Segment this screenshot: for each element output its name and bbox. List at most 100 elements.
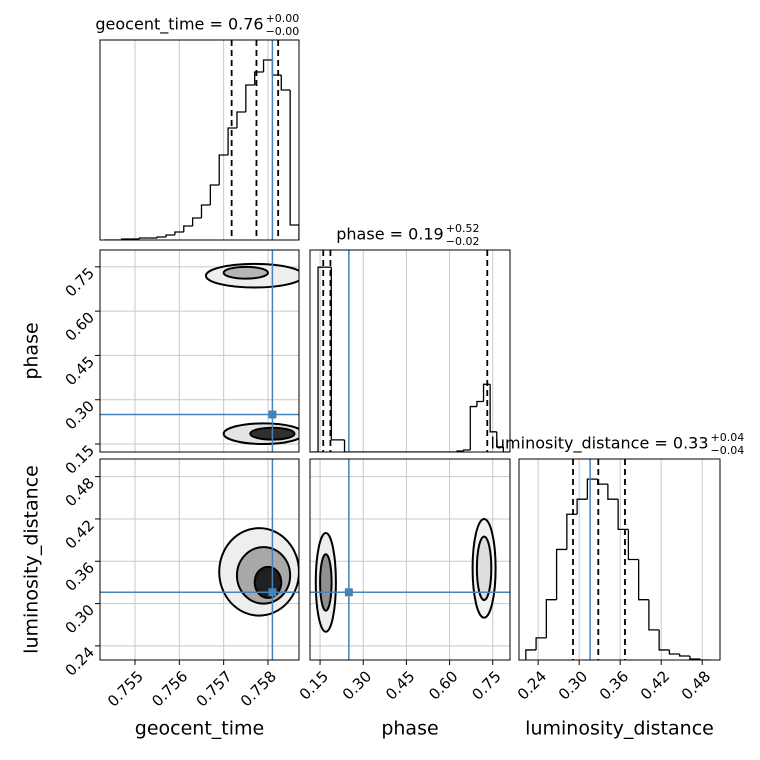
hist-bin xyxy=(227,127,237,155)
hist-bin xyxy=(699,658,711,660)
hist-bin xyxy=(280,75,291,91)
x-tick-label: 0.36 xyxy=(596,667,632,703)
panel-bg xyxy=(100,40,299,240)
hist-bin xyxy=(343,439,352,452)
hist-bin xyxy=(586,478,598,500)
hist-bin xyxy=(489,384,497,433)
x-tick-label: 0.30 xyxy=(555,667,591,703)
title-minus: −0.00 xyxy=(266,25,300,38)
hist-bin xyxy=(245,84,255,112)
hist-bin xyxy=(637,559,649,601)
x-tick-label: 0.75 xyxy=(468,667,504,703)
panel xyxy=(519,459,720,660)
x-axis-label: phase xyxy=(381,718,438,740)
hist-bin xyxy=(218,154,229,185)
truth-marker xyxy=(268,410,277,419)
panel-frame xyxy=(518,458,721,661)
hist-bin xyxy=(165,234,175,237)
x-tick-label: 0.60 xyxy=(425,667,461,703)
hist-bin xyxy=(576,498,588,515)
panel-bg xyxy=(519,459,720,660)
panel xyxy=(100,40,299,240)
panel-title: luminosity_distance = 0.33 xyxy=(490,434,708,454)
panel-frame xyxy=(309,458,511,661)
hist-bin xyxy=(496,431,504,448)
panel xyxy=(100,459,299,660)
y-tick-label: 0.42 xyxy=(62,516,98,552)
hist-bin xyxy=(555,548,567,600)
hist-bin xyxy=(191,217,202,226)
x-tick-label: 0.756 xyxy=(148,667,191,710)
x-tick-label: 0.15 xyxy=(296,667,332,703)
y-tick-label: 0.60 xyxy=(62,308,98,344)
hist-bin xyxy=(317,266,325,452)
x-tick-label: 0.755 xyxy=(104,667,147,710)
x-tick-label: 0.758 xyxy=(237,667,280,710)
hist-bin xyxy=(668,649,680,655)
title-minus: −0.02 xyxy=(446,235,480,248)
panel-bg xyxy=(310,250,510,452)
panel xyxy=(100,250,299,452)
hist-bin xyxy=(262,59,273,72)
hist-bin xyxy=(200,204,211,218)
x-tick-label: 0.30 xyxy=(339,667,375,703)
title-plus: +0.00 xyxy=(266,12,300,25)
y-tick-label: 0.30 xyxy=(62,397,98,433)
hist-bin xyxy=(627,529,639,561)
hist-bin xyxy=(289,90,299,240)
y-tick-label: 0.30 xyxy=(62,601,98,637)
y-axis-label: phase xyxy=(21,322,43,379)
hist-bin xyxy=(209,184,220,205)
hist-bin xyxy=(236,111,246,128)
title-plus: +0.52 xyxy=(446,222,480,235)
truth-marker xyxy=(344,588,353,597)
x-tick-label: 0.45 xyxy=(382,667,418,703)
hist-bin xyxy=(476,400,484,407)
y-tick-label: 0.75 xyxy=(62,264,98,300)
hist-bin xyxy=(502,446,510,452)
truth-marker xyxy=(268,588,277,597)
contour xyxy=(253,565,283,599)
x-tick-label: 0.42 xyxy=(637,667,673,703)
hist-bin xyxy=(183,225,193,232)
contour xyxy=(475,535,493,602)
x-tick-label: 0.48 xyxy=(678,667,714,703)
y-tick-label: 0.45 xyxy=(62,353,98,389)
x-axis-label: geocent_time xyxy=(135,718,264,740)
y-tick-label: 0.15 xyxy=(62,441,98,477)
x-axis-label: luminosity_distance xyxy=(525,718,714,740)
hist-bin xyxy=(679,653,690,657)
panel-title: geocent_time = 0.76 xyxy=(95,15,263,35)
hist-bin xyxy=(156,236,167,238)
panel xyxy=(310,250,510,452)
hist-bin xyxy=(463,449,471,451)
hist-bin xyxy=(545,599,557,638)
hist-bin xyxy=(535,637,547,650)
y-tick-label: 0.48 xyxy=(62,474,98,510)
hist-bin xyxy=(254,71,264,85)
hist-bin xyxy=(689,655,701,660)
contour xyxy=(319,553,333,612)
panel-frame xyxy=(99,458,300,661)
panel-frame xyxy=(309,249,511,453)
panel xyxy=(310,459,510,660)
title-minus: −0.04 xyxy=(711,444,745,457)
hist-bin xyxy=(469,405,477,450)
x-tick-label: 0.24 xyxy=(514,667,550,703)
hist-bin xyxy=(658,629,670,651)
y-tick-label: 0.24 xyxy=(62,643,98,679)
hist-bin xyxy=(138,237,149,239)
hist-bin xyxy=(648,599,660,631)
hist-bin xyxy=(607,484,619,500)
panel-frame xyxy=(99,39,300,241)
hist-bin xyxy=(525,649,537,660)
contour xyxy=(222,265,269,280)
panel-title: phase = 0.19 xyxy=(336,225,443,244)
hist-bin xyxy=(174,231,184,235)
y-tick-label: 0.36 xyxy=(62,559,98,595)
title-plus: +0.04 xyxy=(711,431,745,444)
panel-frame xyxy=(99,249,300,453)
x-tick-label: 0.757 xyxy=(193,667,236,710)
y-axis-label: luminosity_distance xyxy=(21,465,43,654)
